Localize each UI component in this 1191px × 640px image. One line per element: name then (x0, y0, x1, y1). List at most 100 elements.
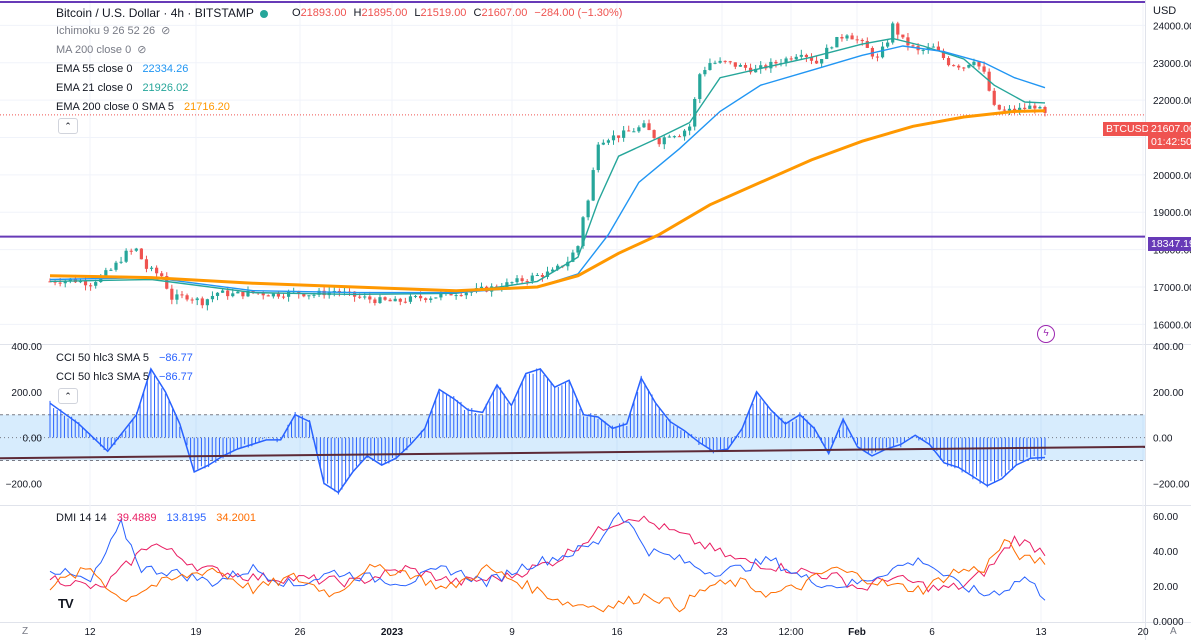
candle-body (246, 290, 250, 297)
candle-body (850, 35, 854, 40)
candle-body (78, 280, 83, 283)
indicator-ema55[interactable]: EMA 55 close 0 22334.26 (56, 62, 188, 76)
cci-pane[interactable] (0, 367, 1146, 495)
candle-body (215, 292, 220, 296)
candle-body (322, 290, 326, 296)
time-axis-label: 16 (611, 627, 623, 638)
candle-body (251, 290, 255, 293)
dmi-legend[interactable]: DMI 14 14 39.4889 13.8195 34.2001 (56, 511, 256, 525)
candle-body (936, 46, 940, 51)
candle-body (992, 90, 996, 105)
candle-body (134, 248, 138, 251)
candle-body (165, 276, 169, 289)
price-axis-label: 18000.00 (1153, 246, 1191, 257)
candle-body (1018, 107, 1022, 112)
candle-body (880, 46, 885, 58)
indicator-ema21[interactable]: EMA 21 close 0 21926.02 (56, 81, 188, 95)
candle-body (454, 295, 458, 297)
candle-body (190, 299, 194, 301)
candle-body (627, 130, 631, 132)
symbol-label: Bitcoin / U.S. Dollar · 4h · BITSTAMP (56, 6, 254, 20)
candle-body (708, 63, 712, 71)
candle-body (53, 281, 57, 283)
candle-body (231, 293, 235, 297)
cci-left-axis-label: 0.00 (23, 434, 43, 445)
currency-label[interactable]: USD (1153, 5, 1177, 17)
candle-body (297, 291, 301, 294)
time-axis-label: 26 (294, 627, 306, 638)
candle-body (434, 297, 438, 299)
candle-body (789, 58, 793, 60)
candle-body (94, 282, 98, 286)
indicator-value: 21926.02 (142, 82, 189, 94)
indicator-ichimoku[interactable]: Ichimoku 9 26 52 26 ⊘ (56, 24, 170, 38)
candle-body (1002, 109, 1006, 111)
cci-left-axis-label: −200.00 (6, 479, 43, 490)
candle-body (632, 131, 636, 133)
candle-body (464, 292, 468, 296)
cci-legend-2[interactable]: CCI 50 hlc3 SMA 5 −86.77 (56, 370, 193, 384)
candle-body (840, 37, 844, 39)
candle-body (104, 270, 108, 276)
cci-axis-label: −200.00 (1153, 479, 1190, 490)
candle-body (855, 39, 859, 41)
cci-ma-line (0, 445, 1146, 460)
candle-body (814, 60, 819, 64)
candle-body (952, 65, 956, 67)
candle-body (149, 267, 154, 269)
indicator-label: MA 200 close 0 (56, 44, 132, 56)
price-pane[interactable] (0, 1, 1145, 311)
price-axis-label: 19000.00 (1153, 208, 1191, 219)
candle-body (1028, 105, 1032, 109)
price-axis-label: 22000.00 (1153, 96, 1191, 107)
series-ema-200-line (49, 109, 1046, 293)
cci-legend-1[interactable]: CCI 50 hlc3 SMA 5 −86.77 (56, 351, 193, 365)
price-axis-label: 24000.00 (1153, 21, 1191, 32)
indicator-label: EMA 21 close 0 (56, 82, 133, 94)
hidden-eye-icon[interactable]: ⊘ (137, 44, 147, 56)
candle-body (266, 295, 270, 297)
symbol-title[interactable]: Bitcoin / U.S. Dollar · 4h · BITSTAMP (56, 6, 268, 20)
candle-body (718, 60, 722, 63)
candle-body (358, 296, 362, 298)
candle-body (139, 248, 143, 260)
candle-body (693, 98, 697, 127)
candle-body (363, 296, 367, 298)
dmi-pane[interactable] (49, 511, 1046, 613)
indicator-ema200[interactable]: EMA 200 close 0 SMA 5 21716.20 (56, 100, 230, 114)
hidden-eye-icon[interactable]: ⊘ (161, 25, 171, 37)
time-axis-label: 9 (509, 627, 515, 638)
candle-body (368, 296, 372, 300)
candle-body (307, 295, 311, 297)
candle-body (657, 137, 661, 145)
low-label: L (414, 7, 421, 19)
candle-body (688, 126, 692, 131)
lightning-icon[interactable]: ϟ (1037, 325, 1055, 343)
auto-scale-button[interactable]: A (1170, 626, 1177, 637)
indicator-value: 21716.20 (184, 101, 230, 113)
cci-axis-label: 0.00 (1153, 434, 1173, 445)
candle-body (119, 261, 123, 263)
collapse-cci-legend-button[interactable]: ⌃ (58, 388, 78, 404)
candle-body (393, 298, 397, 302)
last-price-badge: 21607.00 (1148, 122, 1191, 136)
candle-body (809, 57, 814, 61)
candle-body (774, 61, 778, 64)
candle-body (378, 297, 382, 304)
candle-body (83, 280, 88, 286)
candle-body (271, 293, 275, 297)
candle-body (429, 298, 433, 301)
candle-body (155, 267, 159, 274)
candle-body (652, 130, 656, 138)
indicator-ma200[interactable]: MA 200 close 0 ⊘ (56, 43, 146, 57)
candle-body (180, 294, 184, 296)
zoom-mode-button[interactable]: Z (22, 626, 29, 637)
candle-body (459, 295, 463, 297)
candle-body (713, 62, 717, 64)
candle-body (515, 278, 519, 283)
indicator-label: EMA 200 close 0 SMA 5 (56, 101, 175, 113)
candle-body (875, 56, 880, 58)
collapse-legend-button[interactable]: ⌃ (58, 118, 78, 134)
